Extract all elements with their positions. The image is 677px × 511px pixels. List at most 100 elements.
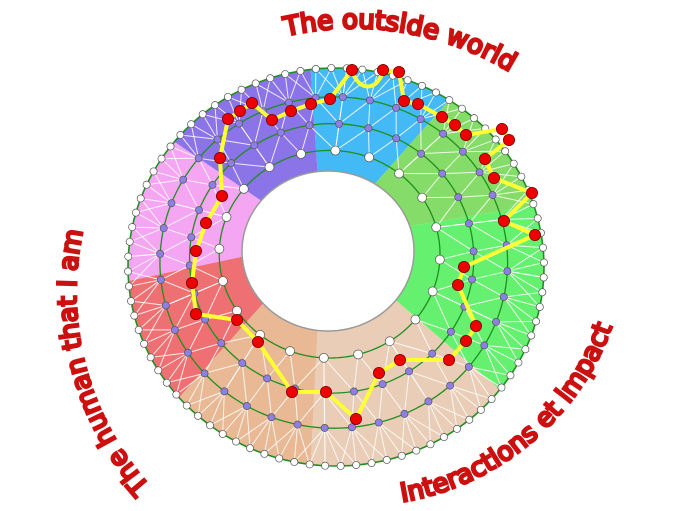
outer-node <box>176 131 185 139</box>
spoke <box>235 416 272 442</box>
outer-node <box>296 66 305 75</box>
spoke <box>457 171 480 198</box>
red-node <box>230 313 243 326</box>
outer-node <box>382 456 391 464</box>
ring-node <box>214 243 225 254</box>
red-node <box>319 385 332 398</box>
ring-node <box>384 336 395 347</box>
spoke <box>214 105 218 140</box>
spoke <box>353 391 380 423</box>
ring-node <box>410 314 421 325</box>
outer-node <box>224 92 232 101</box>
spoke <box>187 319 206 353</box>
spoke <box>238 123 255 146</box>
spoke <box>246 378 268 407</box>
ring-node <box>499 293 508 301</box>
ring-node <box>296 149 306 159</box>
outer-node <box>539 273 548 282</box>
red-node <box>397 95 410 108</box>
ring-node <box>293 420 302 429</box>
red-node <box>411 98 424 111</box>
spoke <box>351 426 388 461</box>
outer-node <box>458 104 466 113</box>
spoke <box>165 292 195 306</box>
ring-node <box>427 286 438 297</box>
outer-node <box>358 65 367 74</box>
outer-node <box>134 325 143 334</box>
spoke <box>222 405 248 435</box>
spoke <box>449 385 470 421</box>
spoke <box>150 352 189 358</box>
spoke <box>468 366 502 388</box>
ring-node <box>394 168 404 179</box>
outer-node <box>431 88 440 97</box>
red-node <box>323 93 336 106</box>
ring-node <box>349 387 358 396</box>
ring-node <box>431 222 442 233</box>
ring-line <box>218 149 441 359</box>
outer-node <box>275 454 284 463</box>
ring-node <box>392 103 401 112</box>
center-hole <box>241 170 415 332</box>
ring-node <box>161 301 170 310</box>
red-node <box>189 307 202 320</box>
outer-node <box>206 421 214 430</box>
outer-node <box>517 172 526 181</box>
spoke <box>222 391 225 434</box>
spoke <box>130 279 162 302</box>
spoke <box>506 270 541 308</box>
outer-node <box>246 444 254 453</box>
spoke <box>420 99 450 120</box>
spoke <box>342 69 363 98</box>
spoke <box>503 296 537 322</box>
spoke <box>436 222 470 228</box>
outer-node <box>535 302 544 311</box>
outer-node <box>440 433 448 442</box>
ring-node <box>238 184 249 194</box>
spoke <box>495 321 526 350</box>
outer-node <box>497 383 506 392</box>
spoke <box>140 197 172 204</box>
spoke <box>284 73 290 103</box>
ring-node <box>242 402 251 410</box>
ring-node <box>405 367 414 376</box>
spoke <box>404 413 431 445</box>
spoke <box>415 319 452 333</box>
red-node <box>284 105 297 118</box>
outer-node <box>397 451 406 460</box>
ring <box>124 64 548 470</box>
spoke <box>324 427 357 466</box>
spoke <box>432 291 452 332</box>
spoke <box>146 184 172 204</box>
spoke <box>471 279 505 298</box>
spoke <box>293 424 299 462</box>
ring-node <box>267 413 276 422</box>
spoke <box>194 280 224 294</box>
spoke <box>134 304 166 317</box>
spoke <box>468 219 502 224</box>
spoke <box>408 370 451 387</box>
outer-node <box>403 76 412 85</box>
ring-node <box>184 348 192 357</box>
spoke <box>157 352 189 371</box>
spoke <box>209 391 225 426</box>
ring-node <box>284 98 293 107</box>
spoke <box>186 373 206 406</box>
ring-node <box>156 249 165 258</box>
spoke <box>159 253 190 266</box>
spoke <box>241 363 248 407</box>
red-node <box>285 385 298 398</box>
red-node <box>487 171 500 184</box>
outer-node <box>124 252 133 261</box>
red-node <box>392 66 405 79</box>
spoke <box>143 329 176 345</box>
spoke <box>484 344 519 364</box>
spoke <box>182 179 200 211</box>
spoke <box>160 264 190 281</box>
outer-node <box>162 378 171 387</box>
spoke <box>288 70 301 103</box>
spoke <box>404 413 445 438</box>
outer-node <box>445 96 454 105</box>
spoke <box>187 342 222 354</box>
red-node <box>502 133 515 146</box>
